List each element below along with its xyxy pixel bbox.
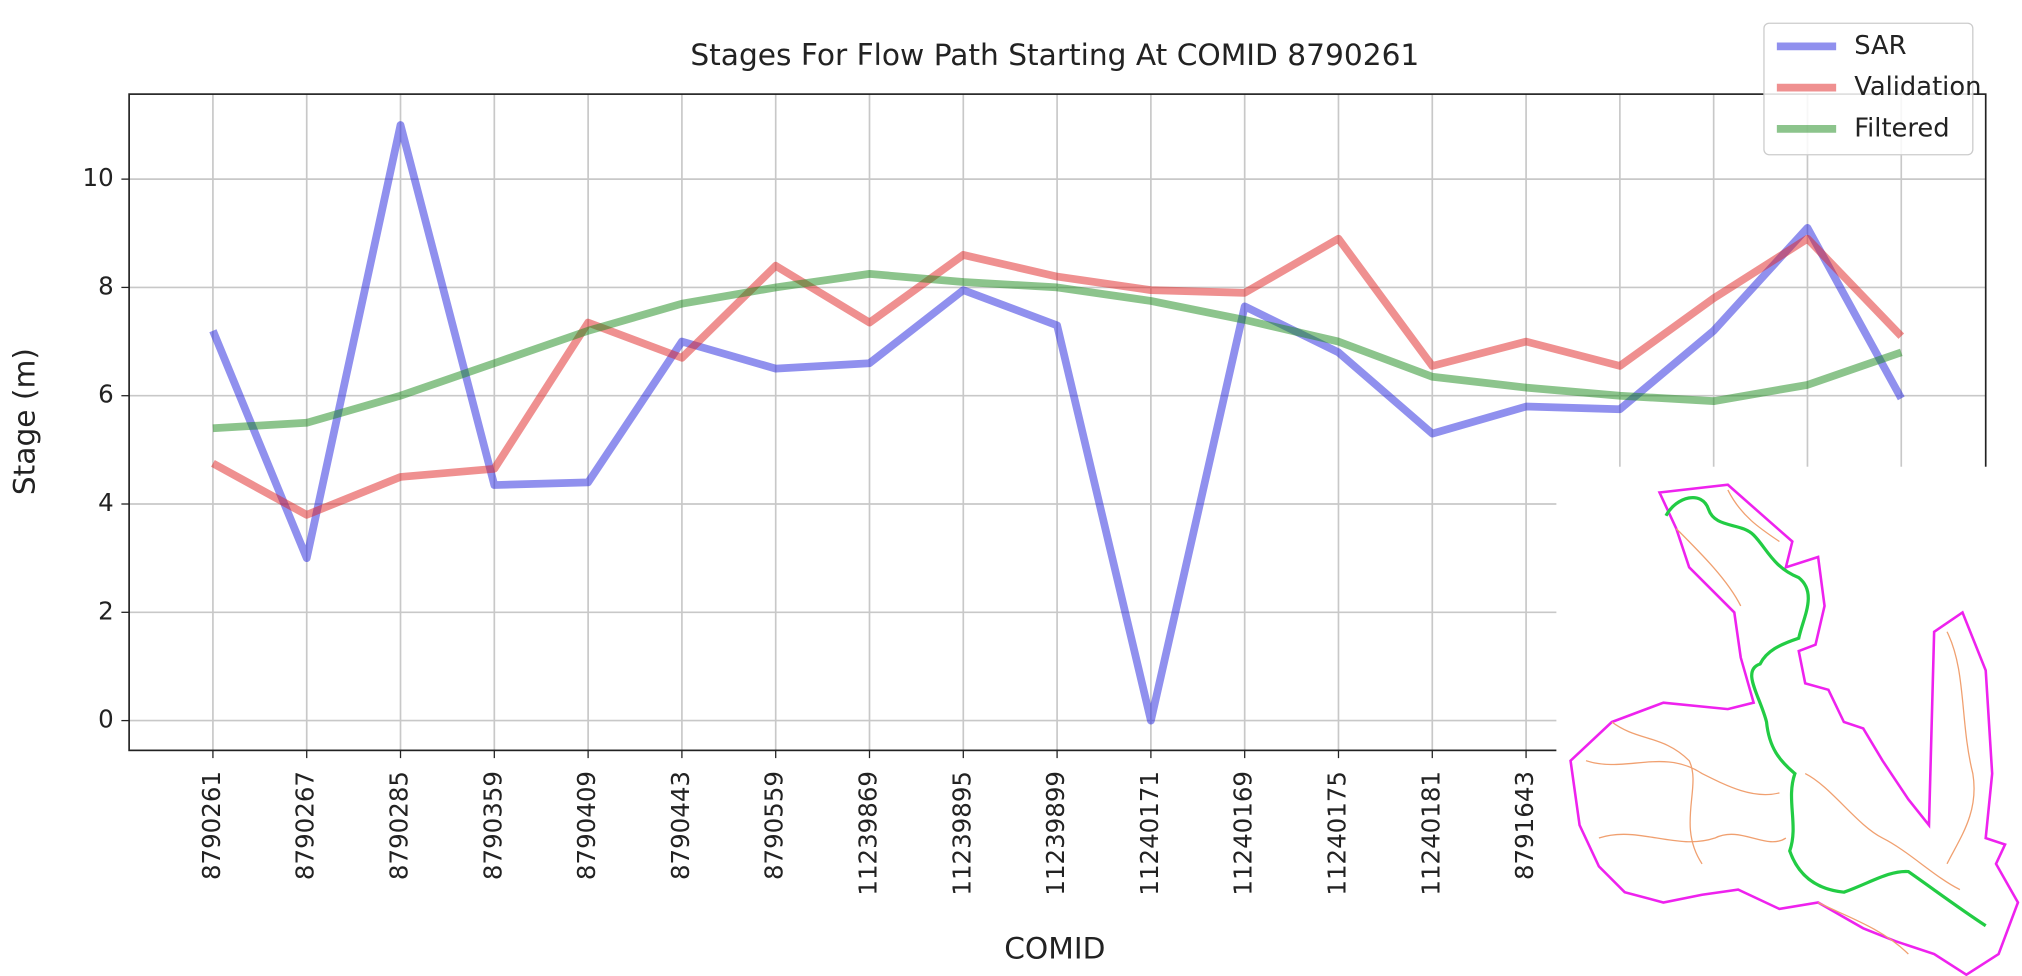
chart-title: Stages For Flow Path Starting At COMID 8… [690,37,1419,72]
y-tick-label: 10 [82,163,113,192]
x-tick-label: 8790559 [760,771,789,880]
series-line [209,121,1905,725]
x-tick-label: 11240169 [1229,771,1258,896]
x-axis-label: COMID [1004,931,1105,966]
legend-label: Validation [1854,72,1981,102]
x-tick-label: 8790409 [572,771,601,880]
y-tick-label: 2 [98,596,114,625]
x-tick-label: 11240175 [1322,771,1351,896]
x-tick-label: 11240171 [1135,771,1164,896]
x-tick-label: 8791643 [1510,771,1539,880]
y-tick-label: 6 [98,380,114,409]
y-tick-label: 8 [98,271,114,300]
streams [1585,489,1975,955]
map-inset [1556,466,2022,976]
x-tick-label: 11239895 [947,771,976,896]
x-tick-label: 8790267 [291,771,320,880]
x-tick-label: 11240181 [1416,771,1445,896]
legend-label: Filtered [1854,113,1949,143]
axes-frame [128,93,1987,752]
inset-background [1556,466,2022,976]
x-tick-label: 8790443 [666,771,695,880]
watershed-boundary [1569,483,2020,976]
x-tick-label: 8790261 [197,771,226,880]
series-line [212,270,1903,433]
legend-label: SAR [1854,31,1906,61]
series-line [211,234,1905,519]
y-axis-label: Stage (m) [6,348,41,495]
legend: SAR Validation Filtered [1763,22,1981,156]
x-tick-label: 11239869 [853,771,882,896]
x-tick-label: 11239899 [1041,771,1070,896]
legend-box [1763,22,1974,156]
x-tick-label: 8790359 [478,771,507,880]
y-tick-label: 4 [98,488,114,517]
y-tick-label: 0 [98,705,114,734]
plot-area: 0 2 4 6 8 10 8790261 8790267 8790285 8790359 87904… [82,93,1987,896]
flow-path [1664,496,1987,928]
x-tick-label: 8790285 [385,771,414,880]
